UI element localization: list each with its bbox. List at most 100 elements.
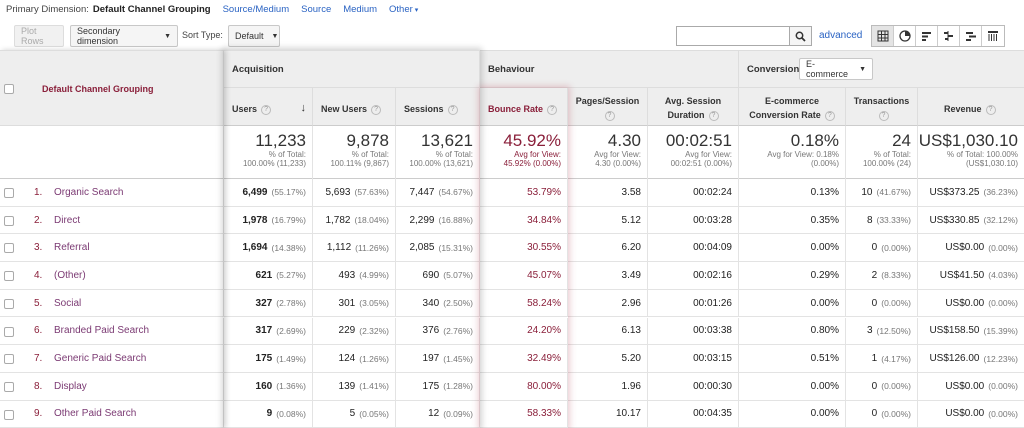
row-number: 8. [34,380,43,392]
cell-value: 1,694 [242,242,268,254]
bounce-rate-cell: 30.55% [480,234,568,262]
row-checkbox[interactable] [4,243,14,254]
dimension-medium[interactable]: Medium [343,3,378,15]
cell-value: 0 [871,380,878,392]
row-checkbox[interactable] [4,326,14,337]
cell-value: 2,299 [409,214,435,226]
cell-value: 9 [266,408,273,420]
dimension-column-title[interactable]: Default Channel Grouping [42,84,154,94]
advanced-filter-link[interactable]: advanced [819,30,863,41]
channel-link[interactable]: (Other) [54,269,86,281]
cell-value: 2,085 [409,242,435,254]
row-checkbox[interactable] [4,409,14,420]
table-search-input[interactable] [676,26,812,46]
row-checkbox[interactable] [4,354,14,365]
dimension-source[interactable]: Source [301,3,332,15]
help-icon[interactable]: ? [878,110,889,121]
channel-link[interactable]: Organic Search [54,186,124,198]
help-icon[interactable]: ? [261,104,272,115]
select-all-checkbox[interactable] [4,84,14,94]
table-row: 9. Other Paid Search 9 (0.08%) 5 (0.05%) 12 (0.… [0,400,1024,428]
channel-link[interactable]: Display [54,380,87,392]
cell-value: 34.84% [527,214,561,226]
term-cloud-view-icon[interactable] [960,26,982,46]
column-header-pages-session[interactable]: Pages/Session? [568,88,648,126]
column-header-new-users[interactable]: New Users? [313,88,396,126]
help-icon[interactable]: ? [604,110,615,121]
pivot-view-icon[interactable] [982,26,1004,46]
conversions-goal-dropdown[interactable]: E-commerce ▼ [799,58,873,80]
transactions-cell: 10 (41.67%) [846,179,918,206]
help-icon[interactable]: ? [985,104,996,115]
cell-value: 58.24% [527,297,561,309]
plot-rows-button[interactable]: Plot Rows [14,25,64,47]
row-checkbox[interactable] [4,188,14,198]
help-icon[interactable]: ? [708,110,719,121]
table-view-icon[interactable] [872,26,894,46]
transactions-cell: 8 (33.33%) [846,206,918,234]
column-header-avg-session-duration[interactable]: Avg. Session Duration? [648,88,739,126]
row-checkbox[interactable] [4,298,14,309]
channel-link[interactable]: Generic Paid Search [54,353,147,365]
bounce-rate-cell: 34.84% [480,206,568,234]
ecr-cell: 0.00% [739,289,846,317]
dimension-default-channel-grouping[interactable]: Default Channel Grouping [92,3,211,15]
cell-value: 139 [338,380,356,392]
pages-session-cell: 5.20 [568,345,648,372]
channel-link[interactable]: Social [54,297,82,309]
column-header-sessions[interactable]: Sessions? [396,88,480,126]
search-button[interactable] [789,27,811,45]
column-header-revenue[interactable]: Revenue? [918,88,1024,126]
column-header-users[interactable]: Users? ↓ [224,88,313,126]
channel-link[interactable]: Direct [54,214,81,226]
ecr-cell: 0.80% [739,317,846,345]
avg-duration-cell: 00:04:09 [648,234,739,262]
performance-view-icon[interactable] [916,26,938,46]
cell-value: 1,978 [242,214,268,226]
cell-percent: (2.32%) [359,325,389,336]
cell-value: 0.35% [810,214,839,226]
bounce-rate-cell: 58.33% [480,400,568,428]
row-number: 3. [34,242,43,254]
channel-link[interactable]: Referral [54,242,90,254]
column-header-transactions[interactable]: Transactions? [846,88,918,126]
cell-value: 124 [338,353,356,365]
help-icon[interactable]: ? [447,104,458,115]
dimension-cell: 3. Referral [0,234,224,262]
cell-value: 3.58 [621,186,641,198]
channel-link[interactable]: Other Paid Search [54,408,137,420]
sessions-cell: 175 (1.28%) [396,372,480,400]
row-checkbox[interactable] [4,381,14,392]
secondary-dimension-dropdown[interactable]: Secondary dimension ▼ [70,25,178,47]
cell-percent: (5.27%) [276,270,306,281]
cell-percent: (0.00%) [881,381,911,392]
dimension-source-medium[interactable]: Source/Medium [222,3,290,15]
bounce-rate-cell: 32.49% [480,345,568,372]
cell-value: 00:03:38 [693,325,732,337]
row-checkbox[interactable] [4,215,14,226]
channel-link[interactable]: Branded Paid Search [54,325,150,337]
sort-type-dropdown[interactable]: Default ▼ [228,25,280,47]
cell-percent: (0.00%) [881,408,911,419]
dimension-other[interactable]: Other ▾ [389,4,418,15]
help-icon[interactable]: ? [371,104,382,115]
cell-value: US$0.00 [945,380,985,392]
help-icon[interactable]: ? [547,104,558,115]
sort-type-value: Default [235,31,264,41]
total-revenue: US$1,030.10% of Total: 100.00% (US$1,030.… [918,131,1018,169]
help-icon[interactable]: ? [824,110,835,121]
cell-percent: (1.41%) [359,381,389,392]
transactions-header-label: Transactions? [853,96,910,121]
cell-value: 6,499 [242,186,268,198]
column-header-ecommerce-conversion-rate[interactable]: E-commerce Conversion Rate? [739,88,846,126]
revenue-cell: US$373.25 (36.23%) [918,179,1024,206]
transactions-cell: 0 (0.00%) [846,289,918,317]
avg-duration-cell: 00:00:30 [648,372,739,400]
column-header-bounce-rate[interactable]: Bounce Rate? [480,88,568,126]
row-checkbox[interactable] [4,271,14,282]
plot-rows-label: Plot Rows [21,26,44,46]
pie-view-icon[interactable] [894,26,916,46]
cell-percent: (2.50%) [443,298,473,309]
cell-percent: (5.07%) [443,270,473,281]
comparison-view-icon[interactable] [938,26,960,46]
